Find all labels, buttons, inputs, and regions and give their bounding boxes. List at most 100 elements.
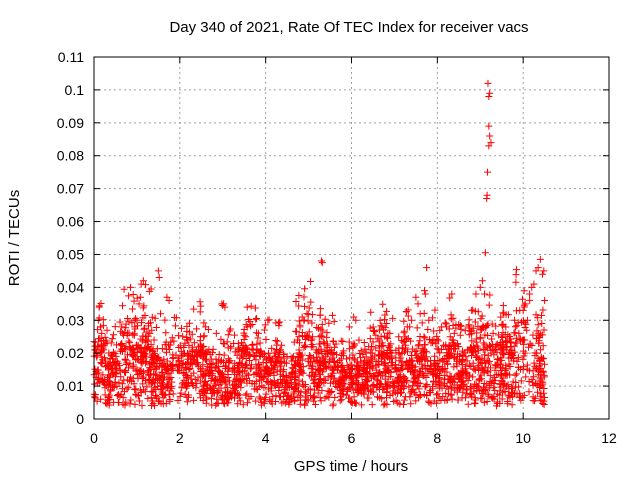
data-point (359, 350, 367, 358)
data-point (525, 388, 533, 396)
data-point (508, 393, 516, 401)
data-point (477, 371, 485, 379)
data-point (300, 293, 308, 301)
data-point (103, 400, 111, 408)
data-point (253, 346, 261, 354)
data-point (120, 285, 128, 293)
data-point (414, 379, 422, 387)
y-tick-label: 0.07 (57, 181, 84, 197)
data-point (235, 347, 243, 355)
data-point (399, 364, 407, 372)
data-point (395, 374, 403, 382)
data-point (220, 340, 228, 348)
data-point (272, 392, 280, 400)
data-point (176, 392, 184, 400)
data-point (394, 399, 402, 407)
data-point (139, 314, 147, 322)
data-point (485, 382, 493, 390)
data-point (360, 338, 368, 346)
data-point (162, 399, 170, 407)
data-point (291, 397, 299, 405)
data-point (333, 363, 341, 371)
data-point (409, 364, 417, 372)
data-point (226, 325, 234, 333)
data-point (316, 311, 324, 319)
data-point (356, 387, 364, 395)
data-point (420, 287, 428, 295)
data-point (226, 327, 234, 335)
y-tick-label: 0 (76, 411, 84, 427)
data-point (158, 361, 166, 369)
data-point (492, 402, 500, 410)
data-point (337, 392, 345, 400)
data-point (319, 354, 327, 362)
data-point (250, 385, 258, 393)
data-point (222, 359, 230, 367)
data-point (370, 327, 378, 335)
data-point (187, 375, 195, 383)
data-point (529, 393, 537, 401)
data-point (154, 267, 162, 275)
data-point (483, 191, 491, 199)
data-point (244, 371, 252, 379)
data-point (422, 353, 430, 361)
data-point (126, 359, 134, 367)
data-point (498, 395, 506, 403)
data-point (221, 388, 229, 396)
data-point (408, 357, 416, 365)
data-point (149, 348, 157, 356)
data-point (302, 333, 310, 341)
data-point (538, 319, 546, 327)
data-point (150, 383, 158, 391)
data-point (99, 356, 107, 364)
data-point (147, 388, 155, 396)
data-point (320, 338, 328, 346)
data-point (340, 384, 348, 392)
data-point (118, 302, 126, 310)
data-point (221, 400, 229, 408)
data-point (510, 357, 518, 365)
data-point (152, 324, 160, 332)
data-point (478, 324, 486, 332)
data-point (217, 358, 225, 366)
data-point (443, 396, 451, 404)
data-point (424, 369, 432, 377)
data-point (270, 349, 278, 357)
data-point (223, 384, 231, 392)
data-point (105, 349, 113, 357)
data-point (321, 376, 329, 384)
data-point (132, 391, 140, 399)
data-point (302, 388, 310, 396)
data-point (351, 356, 359, 364)
data-point (445, 325, 453, 333)
data-point (402, 308, 410, 316)
data-point (207, 355, 215, 363)
data-point (214, 367, 222, 375)
data-point (246, 365, 254, 373)
data-point (404, 360, 412, 368)
data-point (410, 378, 418, 386)
y-tick-label: 0.05 (57, 246, 84, 262)
data-point (140, 325, 148, 333)
data-point (224, 373, 232, 381)
data-point (366, 324, 374, 332)
data-point (540, 326, 548, 334)
data-point (157, 382, 165, 390)
data-point (400, 329, 408, 337)
data-point (498, 341, 506, 349)
data-point (471, 394, 479, 402)
data-point (250, 352, 258, 360)
data-point (314, 366, 322, 374)
data-point (350, 340, 358, 348)
data-point (450, 345, 458, 353)
data-point (497, 313, 505, 321)
data-point (477, 326, 485, 334)
data-point (224, 399, 232, 407)
data-point (268, 358, 276, 366)
data-point (430, 359, 438, 367)
data-point (174, 332, 182, 340)
data-point (530, 373, 538, 381)
data-point (336, 397, 344, 405)
data-point (486, 89, 494, 97)
data-point (525, 343, 533, 351)
